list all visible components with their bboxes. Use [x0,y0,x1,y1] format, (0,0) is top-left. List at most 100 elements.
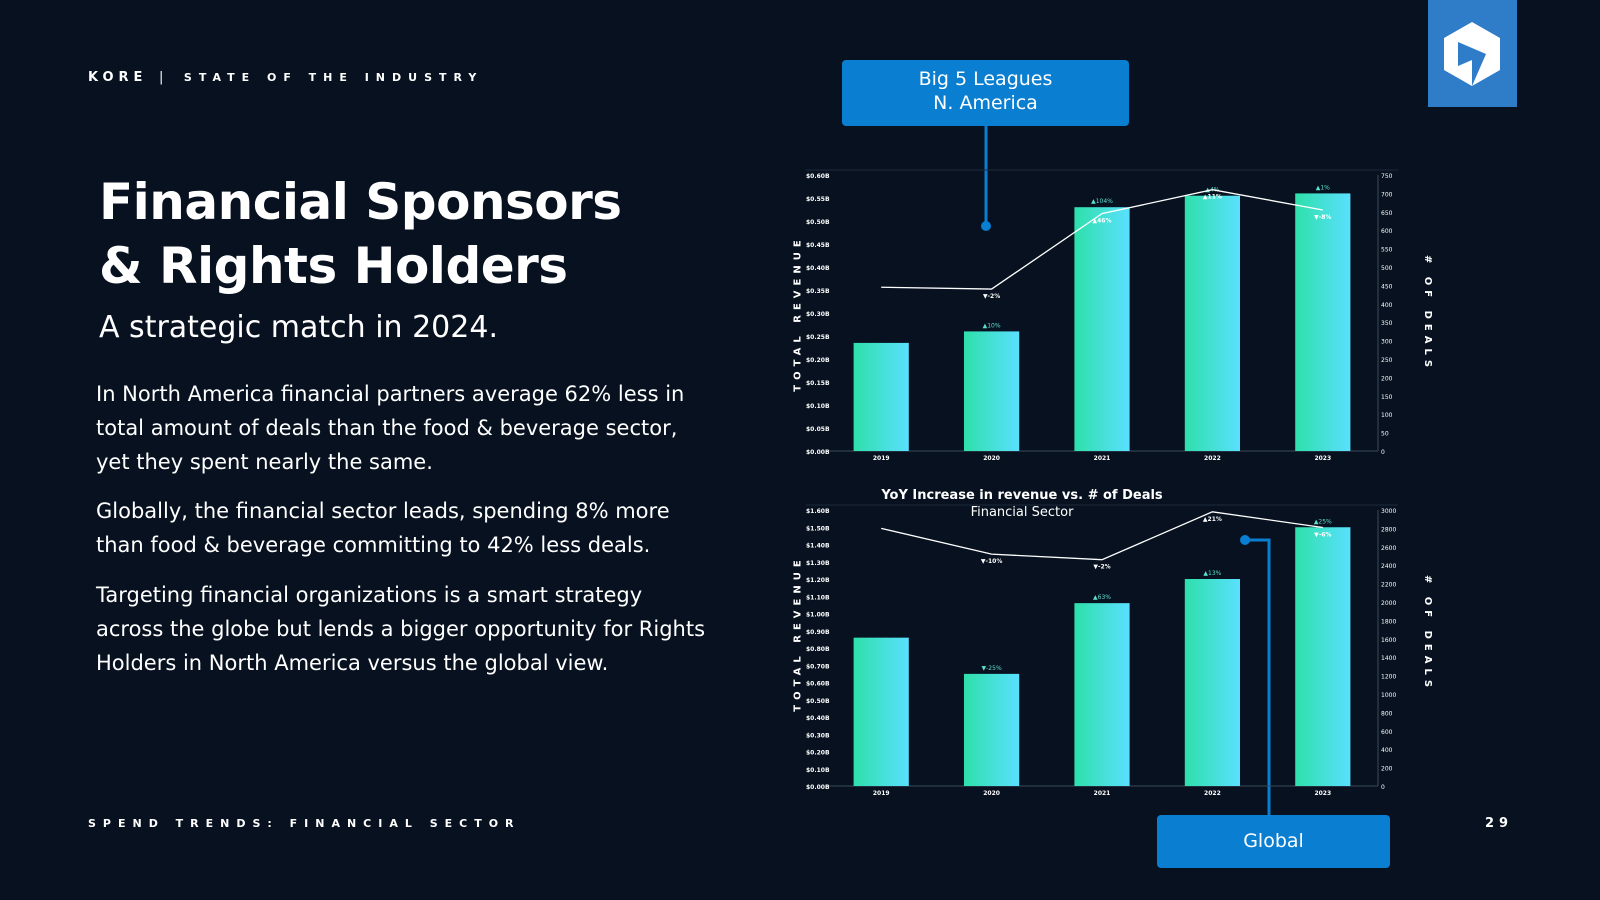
chart1-bar [1184,195,1240,451]
chart2-ytick: $0.10B [806,767,830,774]
chart2-y2tick: 2800 [1381,526,1396,533]
paragraph-north-america: In North America financial partners aver… [96,382,685,474]
callout-top-line-1: Big 5 Leagues [918,68,1053,90]
chart2-line-label: ▼-2% [1093,564,1110,571]
chart2-y2tick: 0 [1381,784,1385,791]
chart2-y2tick: 200 [1381,766,1393,773]
chart2-ytick: $0.90B [806,629,830,636]
chart1-y2tick: 150 [1381,394,1393,401]
chart1-y2tick: 350 [1381,320,1393,327]
chart1-y2tick: 100 [1381,412,1393,419]
chart1-ytick: $0.55B [806,196,830,203]
chart2-y2tick: 1600 [1381,637,1396,644]
chart1-ytick: $0.45B [806,242,830,249]
chart1-ytick: $0.30B [806,311,830,318]
chart2-y2label: # OF DEALS [1422,574,1434,693]
chart2-xtick: 2020 [983,790,1000,797]
chart2-title: YoY Increase in revenue vs. # of Deals [880,488,1163,503]
chart2-ytick: $0.60B [806,681,830,688]
chart1-xtick: 2019 [873,455,890,462]
chart2-xtick: 2022 [1204,790,1221,797]
chart2-ytick: $0.20B [806,750,830,757]
footer-section-label: SPEND TRENDS: FINANCIAL SECTOR [88,817,521,830]
chart2-ytick: $1.30B [806,560,830,567]
brand-name: KORE [88,70,148,85]
chart1-y2tick: 550 [1381,247,1393,254]
chart1-ytick: $0.05B [806,426,830,433]
chart2-bar-label: ▲13% [1203,570,1221,577]
chart2-ytick: $0.30B [806,732,830,739]
page-title: Financial Sponsors & Rights Holders [99,170,622,298]
chart2-y2tick: 1200 [1381,674,1396,681]
chart1-bar-label: ▲104% [1091,198,1113,205]
callout-big5-north-america: Big 5 Leagues N. America [842,60,1129,126]
chart1-ytick: $0.50B [806,219,830,226]
chart2-ytick: $1.10B [806,594,830,601]
chart1-deals-line [881,189,1323,290]
chart1-y2tick: 400 [1381,302,1393,309]
chart2-bar [1295,527,1351,786]
chart1-y2tick: 300 [1381,339,1393,346]
chart-north-america: $0.00B $0.05B $0.10B $0.15B $0.20B $0.25B $0.3… [806,169,1398,462]
chart1-line-label: ▲46% [1093,218,1112,225]
chart2-bar-label: ▲63% [1093,594,1111,601]
chart2-ylabel: TOTAL REVENUE [792,555,804,712]
chart2-y2tick: 1400 [1381,655,1396,662]
chart2-xtick: 2023 [1314,790,1331,797]
title-line-1: Financial Sponsors [99,173,622,231]
chart2-ytick: $1.50B [806,525,830,532]
brand-separator: | [158,70,169,85]
chart1-xtick: 2022 [1204,455,1221,462]
chart2-line-label: ▼-6% [1314,531,1331,538]
callout-top-line-2: N. America [933,92,1038,114]
title-line-2: & Rights Holders [99,237,568,295]
chart1-bar [1074,207,1130,451]
chart2-bar [1184,579,1240,786]
callout-global: Global [1157,815,1390,868]
brand-section: STATE OF THE INDUSTRY [183,71,484,84]
paragraph-strategy: Targeting financial organizations is a s… [96,583,706,675]
chart1-y2tick: 200 [1381,375,1393,382]
chart2-y2tick: 2000 [1381,600,1396,607]
chart2-ytick: $1.00B [806,612,830,619]
logo-box [1428,0,1517,107]
chart1-bar-label: ▲1% [1316,184,1330,191]
chart1-ytick: $0.00B [806,449,830,456]
chart-global: $0.00B $0.10B $0.20B $0.30B $0.40B $0.50B $0.6… [806,488,1398,797]
chart1-line-label: ▲11% [1203,194,1222,201]
chart1-xtick: 2023 [1314,455,1331,462]
chart2-ytick: $0.50B [806,698,830,705]
paragraph-global: Globally, the financial sector leads, sp… [96,499,670,557]
chart1-y2tick: 750 [1381,173,1393,180]
chart2-xtick: 2019 [873,790,890,797]
chart1-xtick: 2020 [983,455,1000,462]
chart1-bar [1295,193,1351,451]
chart2-ytick: $0.80B [806,646,830,653]
chart1-y2tick: 450 [1381,283,1393,290]
chart2-y2tick: 2600 [1381,545,1396,552]
callout-bottom-connector [1245,538,1271,815]
chart2-y2tick: 2400 [1381,563,1396,570]
chart1-y2tick: 50 [1381,431,1389,438]
chart1-line-label: ▼-8% [1314,214,1331,221]
chart1-line-label: ▼-2% [983,293,1000,300]
chart2-bar [1074,603,1130,786]
chart1-y2tick: 700 [1381,191,1393,198]
chart2-y2tick: 1800 [1381,618,1396,625]
chart2-ytick: $1.40B [806,543,830,550]
chart2-xtick: 2021 [1094,790,1111,797]
chart1-xtick: 2021 [1094,455,1111,462]
chart2-y2tick: 1000 [1381,692,1396,699]
chart1-ytick: $0.40B [806,265,830,272]
chart1-y2tick: 500 [1381,265,1393,272]
chart2-subtitle: Financial Sector [971,505,1075,520]
chart2-line-label: ▼-10% [981,558,1002,565]
chart2-ytick: $1.60B [806,508,830,515]
chart2-deals-line [881,511,1323,561]
page-subtitle: A strategic match in 2024. [99,310,498,345]
chart1-ytick: $0.20B [806,357,830,364]
chart2-y2tick: 3000 [1381,508,1396,515]
chart2-y2tick: 800 [1381,710,1393,717]
chart1-ylabel: TOTAL REVENUE [792,235,804,392]
